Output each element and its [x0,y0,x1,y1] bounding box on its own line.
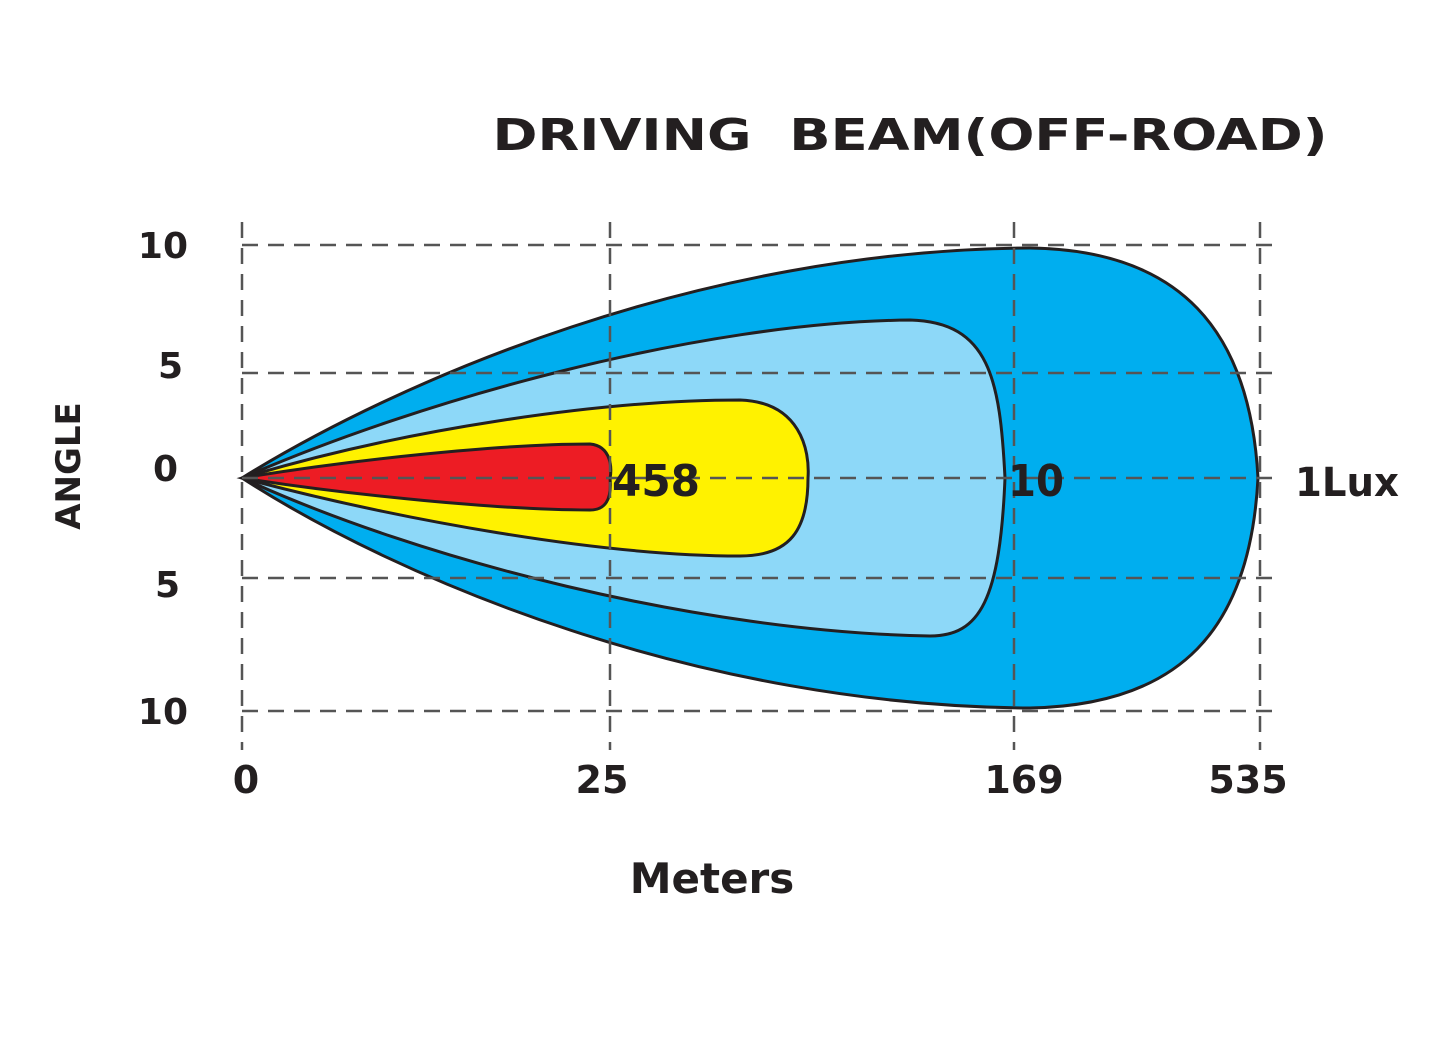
x-tick-label: 535 [1208,758,1287,802]
x-tick-label: 0 [233,758,259,802]
grid [240,222,1280,750]
contour-label: 1Lux [1295,460,1399,506]
x-axis-label: Meters [630,854,795,903]
y-tick-label: 5 [158,346,183,387]
y-axis-label: ANGLE [49,402,89,530]
y-tick-label: 10 [138,692,188,733]
y-tick-label: 10 [138,226,188,267]
contour-label: 458 [612,456,700,507]
x-tick-label: 169 [984,758,1063,802]
y-tick-label: 0 [153,449,178,490]
contour-label: 10 [1008,456,1064,507]
y-tick-label: 5 [155,565,180,606]
x-tick-label: 25 [576,758,629,802]
title: DRIVING BEAM(OFF-ROAD) [493,110,1328,161]
